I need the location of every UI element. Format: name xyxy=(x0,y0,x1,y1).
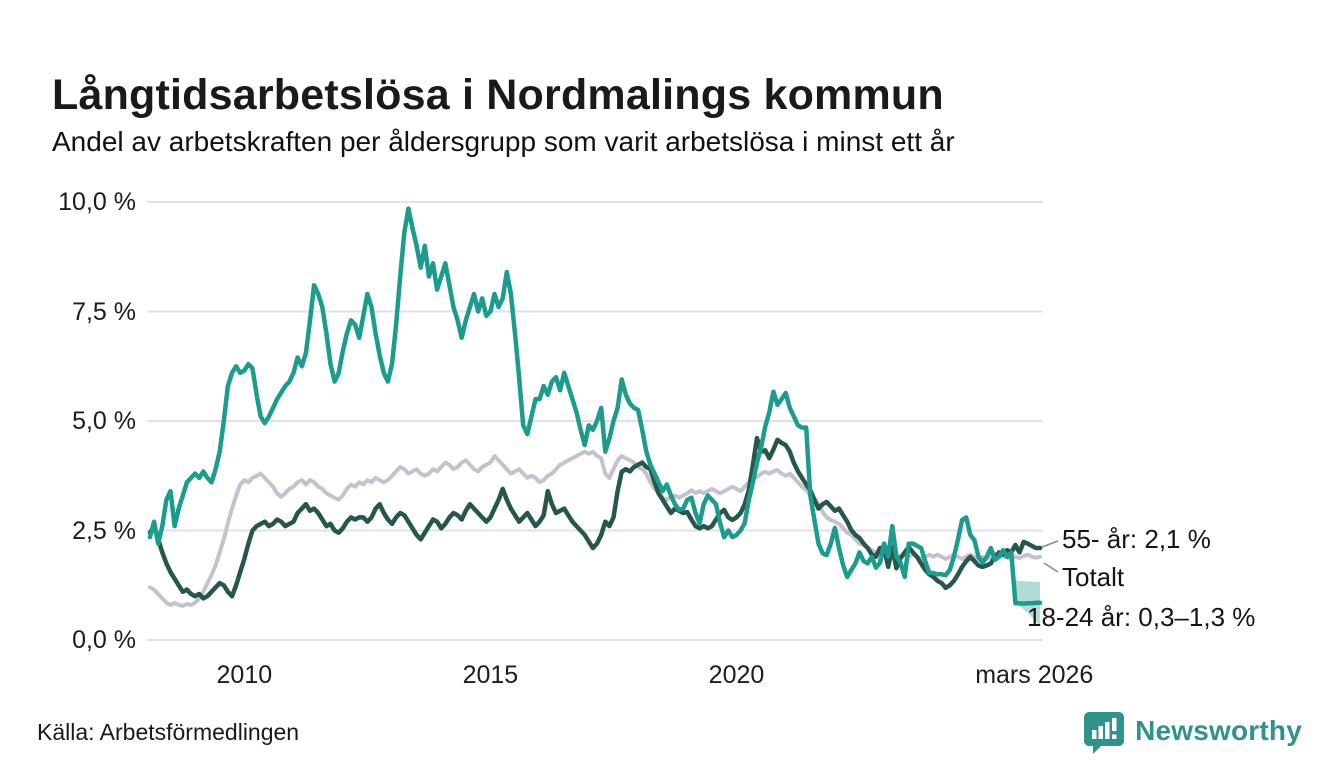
page-title: Långtidsarbetslösa i Nordmalings kommun xyxy=(52,70,944,119)
newsworthy-icon xyxy=(1084,712,1125,754)
series-line-18-24-r xyxy=(147,206,1043,606)
brand-wordmark: Newsworthy xyxy=(1135,715,1302,746)
source-note: Källa: Arbetsförmedlingen xyxy=(37,719,300,745)
x-tick-label: 2010 xyxy=(216,661,273,689)
label-leader-line xyxy=(1043,562,1059,573)
series-line-55-r xyxy=(147,435,1043,601)
y-tick-label: 5,0 % xyxy=(72,407,136,435)
x-tick-label: 2020 xyxy=(708,661,765,689)
y-tick-label: 2,5 % xyxy=(72,516,136,545)
y-tick-label: 0,0 % xyxy=(72,626,136,654)
y-tick-label: 7,5 % xyxy=(72,297,136,326)
x-tick-label: 2015 xyxy=(462,661,519,689)
page-subtitle: Andel av arbetskraften per åldersgrupp s… xyxy=(52,126,955,157)
label-leader-line xyxy=(1041,540,1059,548)
y-tick-label: 10,0 % xyxy=(58,188,136,216)
x-tick-label: mars 2026 xyxy=(975,661,1094,689)
series-line-totalt xyxy=(148,449,1042,608)
series-label-55: 55- år: 2,1 % xyxy=(1062,524,1211,554)
brand-logo: Newsworthy xyxy=(1083,708,1302,754)
series-label-18-24: 18-24 år: 0,3–1,3 % xyxy=(1027,602,1256,632)
series-label-totalt: Totalt xyxy=(1062,562,1125,592)
